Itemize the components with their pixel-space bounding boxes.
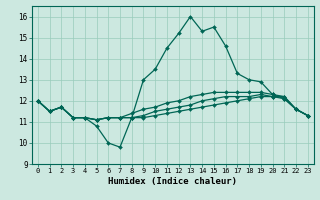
X-axis label: Humidex (Indice chaleur): Humidex (Indice chaleur) xyxy=(108,177,237,186)
